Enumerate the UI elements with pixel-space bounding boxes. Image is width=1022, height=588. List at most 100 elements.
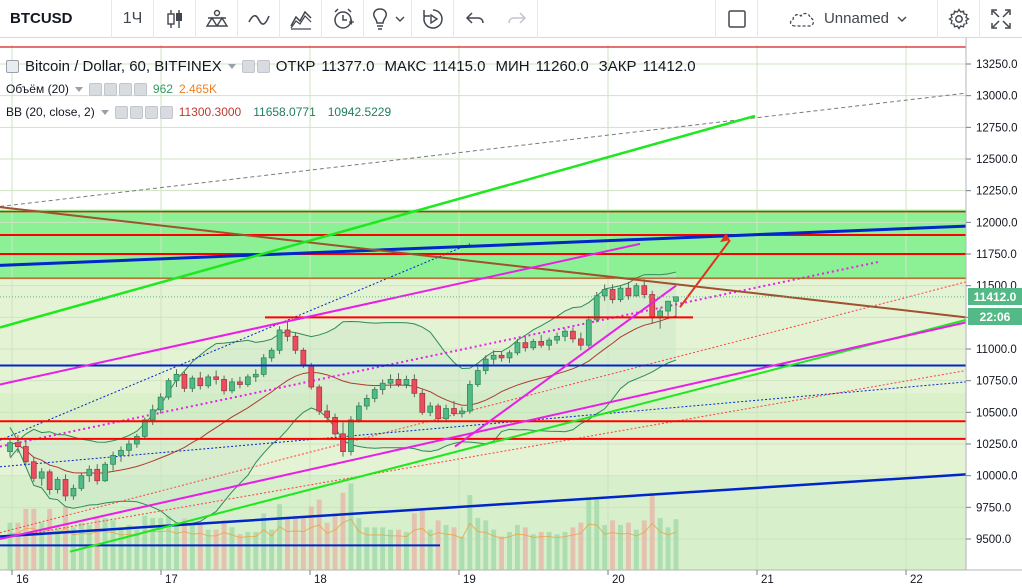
trend-line[interactable] — [0, 473, 967, 538]
candle-body — [601, 289, 608, 297]
candle-body — [284, 329, 291, 337]
templates-button[interactable] — [280, 0, 322, 38]
templates-icon — [289, 10, 312, 30]
candle-body — [490, 354, 497, 360]
close-icon[interactable] — [159, 105, 173, 119]
indicators-button[interactable] — [238, 0, 280, 38]
price-tick-label: 10000.0 — [976, 471, 1018, 483]
candle-body — [244, 376, 251, 385]
caret-down-icon[interactable] — [100, 109, 109, 115]
undo-button[interactable] — [454, 0, 496, 38]
time-axis[interactable]: 16 17 18 19 20 21 22 — [0, 569, 1022, 588]
candle-body — [459, 410, 465, 415]
time-tick-label: 22 — [910, 574, 923, 586]
candle-body — [78, 475, 85, 489]
bb-basis-value: 11300.3000 — [178, 105, 242, 119]
candle-body — [355, 405, 362, 421]
candle-body — [46, 471, 53, 491]
replay-button[interactable] — [412, 0, 454, 38]
candles-icon — [166, 9, 182, 28]
volume-legend[interactable]: Объём (20) 962 2.465K — [6, 82, 217, 96]
chart-style-button[interactable] — [154, 0, 196, 38]
trend-line[interactable] — [454, 284, 677, 448]
candle-body — [506, 352, 513, 359]
eye-icon[interactable] — [241, 60, 255, 73]
add-icon[interactable] — [118, 82, 132, 96]
candle-body — [514, 342, 521, 354]
channel-line-dotted[interactable] — [0, 381, 967, 468]
volume-bar — [491, 529, 497, 570]
channel-line-dotted[interactable] — [0, 370, 967, 540]
candle-body — [86, 468, 93, 477]
settings-small-icon[interactable] — [129, 105, 143, 119]
fullscreen-select-button[interactable] — [716, 0, 758, 38]
eye-icon[interactable] — [114, 105, 128, 119]
open-label: ОТКР — [275, 58, 316, 75]
volume-bar — [348, 483, 354, 570]
bb-upper-value: 11658.0771 — [253, 105, 316, 119]
compare-button[interactable] — [196, 0, 238, 38]
volume-bar — [63, 506, 68, 570]
bollinger-legend[interactable]: BB (20, close, 2) 11300.3000 11658.0771 … — [6, 105, 391, 119]
price-tick-label: 13000.0 — [976, 91, 1018, 103]
candle-body — [94, 468, 101, 482]
add-icon[interactable] — [144, 105, 158, 119]
settings-button[interactable] — [938, 0, 980, 38]
symbol-search-button[interactable]: BTCUSD — [0, 0, 112, 38]
volume-bar — [356, 518, 362, 570]
trend-line[interactable] — [0, 242, 641, 386]
volume-bar — [261, 513, 267, 570]
volume-bar — [70, 527, 76, 570]
forecast-arrow[interactable] — [679, 239, 731, 308]
candle-body — [577, 338, 584, 346]
volume-bar — [602, 525, 608, 570]
price-chart[interactable]: 13250.0 13000.0 12750.0 12500.0 12250.0 12000… — [0, 38, 1022, 588]
volume-bar — [340, 492, 346, 570]
trend-line[interactable] — [0, 224, 967, 267]
interval-button[interactable]: 1Ч — [112, 0, 154, 38]
candle-body — [395, 378, 402, 385]
settings-small-icon[interactable] — [103, 82, 117, 96]
candle-body — [530, 340, 537, 349]
undo-icon — [465, 11, 484, 24]
caret-down-icon[interactable] — [74, 86, 83, 92]
volume-bar — [649, 495, 655, 570]
volume-bar — [134, 529, 140, 570]
volume-bar — [396, 529, 401, 570]
redo-button[interactable] — [496, 0, 538, 38]
candle-body — [419, 392, 426, 413]
layout-menu-button[interactable]: Unnamed — [758, 0, 938, 38]
trend-line-dashed[interactable] — [0, 92, 967, 207]
price-tick-label: 9500.0 — [976, 534, 1011, 546]
drawings-front[interactable] — [0, 46, 967, 553]
time-tick-label: 18 — [314, 574, 327, 586]
channel-line-dotted[interactable] — [0, 243, 471, 441]
drawings-back — [0, 92, 967, 540]
volume-label: Объём (20) — [6, 82, 69, 96]
settings-small-icon[interactable] — [256, 60, 270, 73]
trend-line[interactable] — [0, 206, 967, 319]
volume-bar — [197, 522, 203, 570]
main-series-legend[interactable]: Bitcoin / Dollar, 60, BITFINEX ОТКР 1137… — [6, 58, 700, 75]
bb-fill — [10, 272, 676, 524]
ideas-button[interactable] — [364, 0, 412, 38]
trend-line[interactable] — [0, 114, 756, 329]
eye-icon[interactable] — [88, 82, 102, 96]
candle-body — [363, 397, 370, 407]
price-tick-label: 13250.0 — [976, 59, 1018, 71]
fullscreen-button[interactable] — [980, 0, 1022, 38]
caret-down-icon[interactable] — [227, 64, 236, 69]
volume-bar — [467, 495, 473, 570]
candle-body — [165, 380, 172, 398]
alert-button[interactable] — [322, 0, 364, 38]
trend-line[interactable] — [69, 318, 967, 553]
low-label: МИН — [495, 58, 530, 75]
candle-body — [570, 330, 576, 340]
volume-bar — [594, 499, 600, 570]
chevron-down-icon — [395, 16, 404, 22]
volume-bar — [610, 520, 616, 570]
collapse-legend-button[interactable] — [6, 60, 19, 73]
trend-line[interactable] — [0, 321, 967, 540]
close-icon[interactable] — [133, 82, 147, 96]
candle-body — [181, 373, 188, 389]
